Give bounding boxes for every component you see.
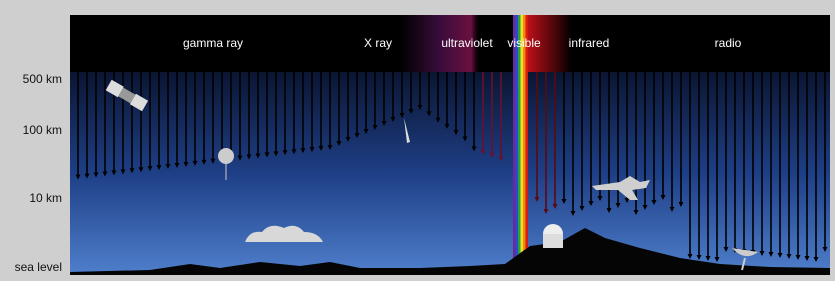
- diagram: gamma ray X ray ultraviolet visible infr…: [0, 0, 835, 281]
- altitude-label: 10 km: [29, 191, 62, 205]
- sky: [70, 72, 830, 275]
- observatory: [543, 224, 563, 248]
- band-label: X ray: [364, 36, 392, 50]
- altitude-label: 100 km: [23, 123, 62, 137]
- band-label: visible: [507, 36, 541, 50]
- altitude-label: sea level: [15, 260, 62, 274]
- band-label: infrared: [569, 36, 610, 50]
- altitude-label: 500 km: [23, 72, 62, 86]
- band-label: radio: [715, 36, 742, 50]
- band-label: gamma ray: [183, 36, 243, 50]
- visible-strip: [513, 15, 528, 265]
- band-label: ultraviolet: [441, 36, 493, 50]
- page: gamma ray X ray ultraviolet visible infr…: [0, 0, 835, 281]
